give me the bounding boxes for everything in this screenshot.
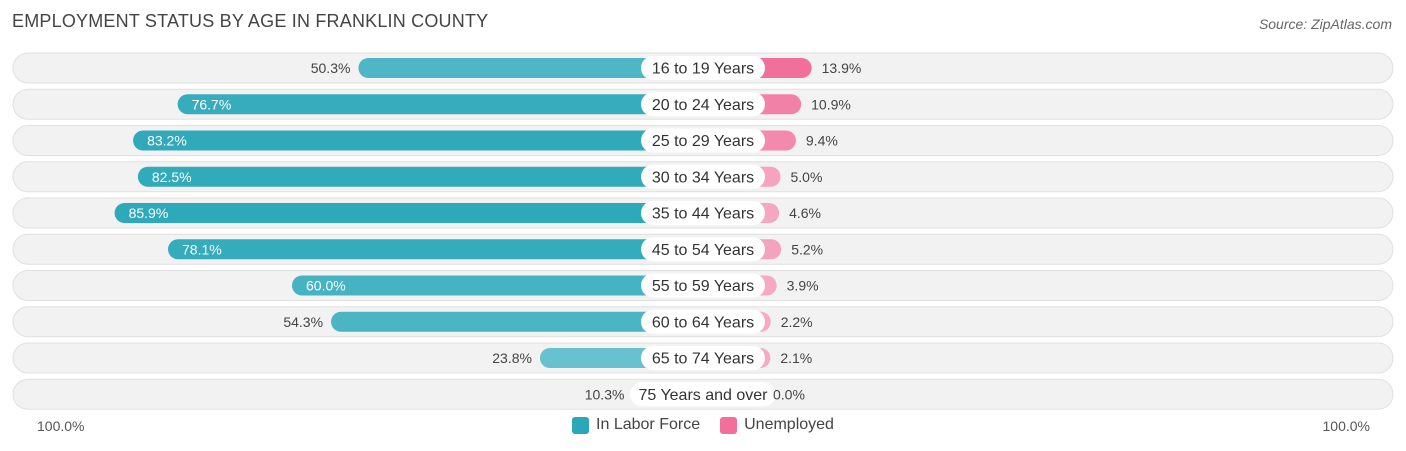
category-label-background — [641, 164, 765, 189]
category-label: 35 to 44 Years — [652, 206, 754, 223]
value-label-unemployed: 2.2% — [781, 314, 813, 330]
value-label-labor-force: 23.8% — [492, 350, 532, 366]
category-label: 65 to 74 Years — [652, 351, 754, 368]
bar-labor-force — [114, 203, 703, 223]
value-label-labor-force: 10.3% — [585, 386, 625, 402]
value-label-unemployed: 2.1% — [780, 350, 812, 366]
bar-labor-force — [168, 239, 703, 260]
bar-labor-force — [331, 311, 703, 332]
value-label-unemployed: 5.2% — [791, 241, 823, 257]
source-label: Source: ZipAtlas.com — [1258, 16, 1392, 32]
value-label-unemployed: 0.0% — [773, 386, 805, 402]
legend-item-labor-force[interactable]: In Labor Force — [572, 416, 700, 434]
value-label-unemployed: 9.4% — [806, 133, 838, 149]
value-label-labor-force: 54.3% — [283, 314, 323, 330]
bar-labor-force — [137, 166, 703, 187]
bar-labor-force — [292, 275, 703, 296]
value-label-labor-force: 83.2% — [147, 133, 187, 149]
category-label: 25 to 29 Years — [652, 133, 754, 150]
value-label-labor-force: 76.7% — [192, 96, 232, 112]
category-label: 20 to 24 Years — [652, 97, 754, 114]
category-label: 16 to 19 Years — [652, 61, 754, 78]
category-label-background — [641, 128, 765, 153]
category-label-background — [641, 92, 765, 117]
category-label: 45 to 54 Years — [652, 242, 754, 259]
value-label-labor-force: 60.0% — [306, 278, 346, 294]
axis-left-label: 100.0% — [37, 418, 85, 434]
category-label-background — [641, 273, 765, 298]
value-label-unemployed: 10.9% — [811, 96, 851, 112]
value-label-unemployed: 3.9% — [787, 278, 819, 294]
category-label-background — [641, 56, 765, 80]
legend: In Labor Force Unemployed — [0, 416, 1406, 434]
value-label-labor-force: 78.1% — [182, 241, 222, 257]
category-label: 55 to 59 Years — [652, 278, 754, 295]
bar-labor-force — [133, 130, 703, 151]
category-label-background — [641, 237, 765, 262]
category-label: 30 to 34 Years — [652, 169, 754, 186]
value-label-labor-force: 82.5% — [152, 169, 192, 185]
value-label-unemployed: 13.9% — [822, 60, 862, 76]
legend-label-unemployed: Unemployed — [744, 416, 834, 433]
legend-swatch-unemployed — [720, 416, 738, 434]
category-label: 75 Years and over — [639, 387, 769, 404]
legend-item-unemployed[interactable]: Unemployed — [720, 416, 834, 434]
bar-labor-force — [358, 58, 703, 78]
value-label-labor-force: 85.9% — [129, 205, 169, 221]
legend-swatch-labor-force — [572, 416, 590, 434]
category-label-background — [630, 382, 776, 407]
category-label-background — [641, 346, 765, 370]
value-label-unemployed: 5.0% — [791, 169, 823, 185]
value-label-unemployed: 4.6% — [789, 205, 821, 221]
bar-labor-force — [177, 94, 704, 115]
category-label-background — [641, 201, 765, 225]
axis-right-label: 100.0% — [1322, 418, 1370, 434]
legend-label-labor-force: In Labor Force — [596, 416, 701, 433]
value-label-labor-force: 50.3% — [311, 60, 351, 76]
category-label-background — [641, 309, 765, 334]
category-label: 60 to 64 Years — [652, 314, 754, 331]
chart-title: EMPLOYMENT STATUS BY AGE IN FRANKLIN COU… — [12, 11, 489, 31]
